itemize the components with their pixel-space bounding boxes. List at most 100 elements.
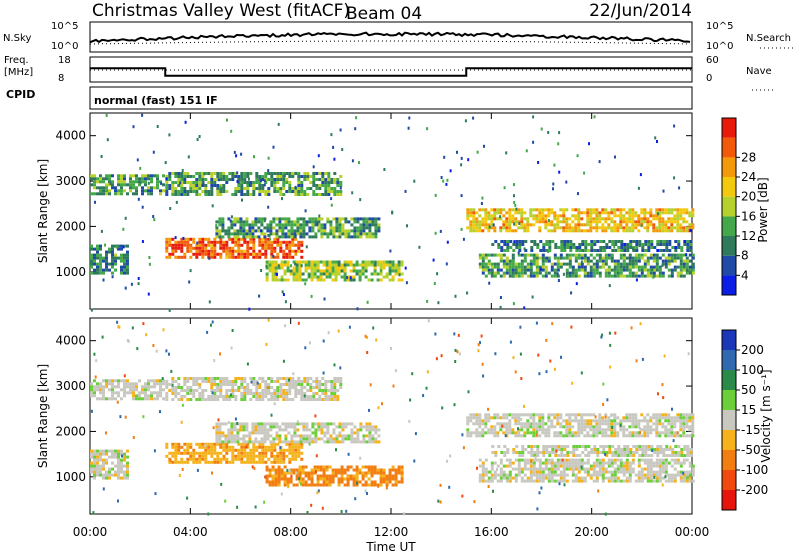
data-cell	[637, 461, 641, 465]
data-cell	[210, 451, 214, 455]
data-cell	[195, 460, 199, 464]
data-cell	[506, 451, 510, 454]
data-cell	[665, 240, 669, 243]
data-cell	[613, 223, 617, 227]
data-cell	[646, 211, 650, 215]
data-cell	[466, 434, 470, 438]
data-cell	[252, 237, 256, 241]
data-cell	[240, 460, 244, 464]
scatter-cell	[332, 145, 335, 149]
data-cell	[335, 437, 339, 441]
data-cell	[493, 413, 497, 417]
data-cell	[218, 431, 222, 435]
data-cell	[249, 172, 253, 175]
data-cell	[598, 253, 602, 257]
data-cell	[548, 454, 552, 457]
data-cell	[529, 265, 533, 269]
data-cell	[634, 223, 638, 227]
data-cell	[572, 454, 576, 457]
data-cell	[619, 253, 623, 257]
data-cell	[379, 263, 383, 267]
data-cell	[613, 422, 617, 426]
data-cell	[177, 377, 181, 380]
data-cell	[577, 428, 581, 432]
data-cell	[469, 220, 473, 224]
data-cell	[254, 422, 258, 426]
data-cell	[358, 480, 362, 484]
data-cell	[673, 208, 677, 212]
data-cell	[299, 422, 303, 426]
data-cell	[497, 445, 501, 448]
data-cell	[99, 467, 102, 471]
data-cell	[362, 220, 366, 224]
data-cell	[601, 431, 605, 435]
data-cell	[307, 483, 311, 487]
data-cell	[201, 457, 205, 461]
data-cell	[96, 244, 99, 248]
data-cell	[111, 452, 114, 456]
data-cell	[189, 445, 193, 449]
data-cell	[284, 428, 288, 432]
data-cell	[102, 189, 105, 193]
data-cell	[391, 468, 395, 472]
data-cell	[300, 184, 304, 187]
data-cell	[646, 220, 650, 224]
data-cell	[686, 243, 690, 246]
data-cell	[365, 425, 369, 429]
data-cell	[542, 445, 546, 448]
data-cell	[195, 380, 199, 383]
data-cell	[601, 419, 605, 423]
data-cell	[685, 208, 689, 212]
data-cell	[365, 428, 369, 432]
data-cell	[141, 192, 144, 196]
scatter-cell	[240, 152, 243, 156]
data-cell	[490, 214, 494, 218]
data-cell	[239, 425, 243, 429]
data-cell	[571, 265, 575, 269]
data-cell	[323, 425, 327, 429]
data-cell	[481, 265, 485, 269]
data-cell	[174, 392, 178, 395]
data-cell	[198, 460, 202, 464]
data-cell	[132, 394, 135, 398]
data-cell	[207, 172, 211, 175]
data-cell	[192, 395, 196, 398]
data-cell	[586, 217, 590, 221]
data-cell	[604, 274, 608, 278]
data-cell	[339, 181, 343, 184]
data-cell	[514, 479, 518, 483]
data-cell	[174, 172, 178, 175]
data-cell	[572, 451, 576, 454]
data-cell	[607, 476, 611, 480]
data-cell	[299, 223, 303, 227]
data-cell	[243, 454, 247, 458]
data-cell	[321, 389, 325, 392]
data-cell	[571, 229, 575, 233]
data-cell	[309, 398, 313, 401]
data-cell	[655, 464, 659, 468]
data-cell	[317, 428, 321, 432]
data-cell	[535, 259, 539, 263]
data-cell	[589, 217, 593, 221]
data-cell	[586, 223, 590, 227]
data-cell	[120, 247, 123, 251]
data-cell	[673, 256, 677, 260]
data-cell	[565, 217, 569, 221]
data-cell	[532, 479, 536, 483]
data-cell	[312, 175, 316, 178]
data-cell	[542, 451, 546, 454]
data-cell	[371, 220, 375, 224]
data-cell	[484, 220, 488, 224]
data-cell	[239, 232, 243, 236]
data-cell	[273, 395, 277, 398]
data-cell	[270, 398, 274, 401]
data-cell	[550, 425, 554, 429]
data-cell	[599, 451, 603, 454]
data-cell	[580, 265, 584, 269]
data-cell	[658, 217, 662, 221]
data-cell	[499, 259, 503, 263]
data-cell	[487, 431, 491, 435]
data-cell	[321, 184, 325, 187]
data-cell	[508, 274, 512, 278]
data-cell	[246, 442, 250, 446]
